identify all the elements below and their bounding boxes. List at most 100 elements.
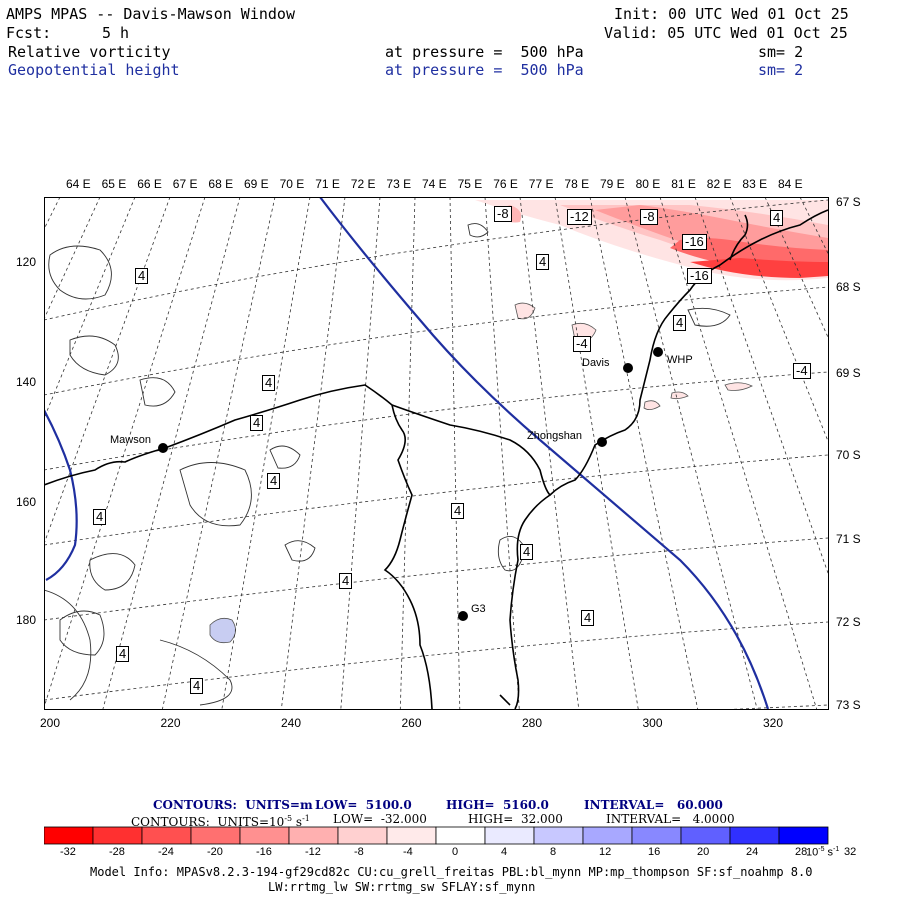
colorbar-tick-label: -20 bbox=[207, 846, 223, 858]
contour-label: -12 bbox=[567, 209, 592, 225]
colorbar-tick-label: -24 bbox=[158, 846, 174, 858]
longitude-label: 70 E bbox=[279, 177, 305, 191]
colorbar-segment bbox=[44, 826, 94, 845]
field2-pressure: at pressure = 500 hPa bbox=[385, 61, 584, 79]
contour-label: 4 bbox=[250, 415, 264, 431]
longitude-label: 64 E bbox=[66, 177, 91, 191]
y-tick-label: 120 bbox=[16, 255, 37, 269]
longitude-label: 65 E bbox=[101, 177, 127, 191]
contour-label: 4 bbox=[267, 473, 281, 489]
colorbar-segment bbox=[288, 826, 339, 845]
model-info-line2: LW:rrtmg_lw SW:rrtmg_sw SFLAY:sf_mynn bbox=[268, 880, 536, 894]
init-time: Init: 00 UTC Wed 01 Oct 25 bbox=[614, 5, 849, 23]
x-tick-label: 260 bbox=[401, 716, 422, 730]
colorbar-segment bbox=[386, 826, 437, 845]
longitude-label: 67 E bbox=[172, 177, 198, 191]
longitude-label: 78 E bbox=[564, 177, 590, 191]
colorbar-segment bbox=[778, 826, 829, 845]
contour-label: 4 bbox=[116, 646, 130, 662]
colorbar-tick-label: 20 bbox=[697, 846, 710, 858]
station-label-whp: WHP bbox=[667, 354, 693, 366]
coastline bbox=[44, 209, 828, 709]
forecast-label: Fcst: bbox=[6, 24, 52, 42]
geopotential-contour-units: CONTOURS: UNITS=m bbox=[153, 798, 313, 812]
colorbar-segment bbox=[141, 826, 192, 845]
station-marker-g3 bbox=[458, 611, 468, 621]
geopotential-contour-low: LOW= 5100.0 bbox=[315, 798, 412, 812]
map-title: AMPS MPAS -- Davis-Mawson Window bbox=[6, 5, 295, 23]
colorbar-segment bbox=[239, 826, 290, 845]
contour-label: 4 bbox=[520, 544, 534, 560]
station-label-zhongshan: Zhongshan bbox=[527, 430, 583, 442]
contour-label: -4 bbox=[573, 336, 591, 352]
latitude-label: 70 S bbox=[836, 448, 861, 462]
y-tick-label: 180 bbox=[16, 613, 37, 627]
field1-name: Relative vorticity bbox=[8, 43, 171, 61]
positive-vorticity-patch bbox=[209, 617, 236, 644]
latitude-label: 73 S bbox=[836, 698, 861, 712]
vorticity-contour-interval: INTERVAL= 4.0000 bbox=[606, 812, 735, 826]
latitude-label: 69 S bbox=[836, 366, 861, 380]
station-label-mawson: Mawson bbox=[110, 434, 151, 446]
forecast-hour: 5 h bbox=[102, 24, 130, 42]
colorbar-segment bbox=[435, 826, 486, 845]
colorbar-tick-label: -16 bbox=[256, 846, 272, 858]
field1-smoothing: sm= 2 bbox=[758, 43, 804, 61]
contour-label: 4 bbox=[262, 375, 276, 391]
longitude-label: 81 E bbox=[671, 177, 696, 191]
colorbar-segment bbox=[680, 826, 731, 845]
map-frame bbox=[44, 197, 829, 710]
contour-label: 4 bbox=[93, 509, 107, 525]
model-info-line1: Model Info: MPASv8.2.3-194-gf29cd82c CU:… bbox=[90, 865, 813, 879]
field1-pressure: at pressure = 500 hPa bbox=[385, 43, 584, 61]
colorbar-segment bbox=[631, 826, 682, 845]
x-tick-label: 300 bbox=[642, 716, 663, 730]
colorbar-tick-label: -4 bbox=[403, 846, 413, 858]
station-label-davis: Davis bbox=[582, 357, 610, 369]
longitude-label: 74 E bbox=[422, 177, 447, 191]
y-tick-label: 160 bbox=[16, 495, 37, 509]
contour-label: -8 bbox=[640, 209, 658, 225]
colorbar-segment bbox=[92, 826, 143, 845]
latitude-label: 72 S bbox=[836, 615, 861, 629]
colorbar-tick-label: -12 bbox=[305, 846, 321, 858]
station-marker-whp bbox=[653, 347, 663, 357]
colorbar-tick-label: 28 bbox=[795, 846, 808, 858]
x-tick-label: 240 bbox=[281, 716, 302, 730]
field2-smoothing: sm= 2 bbox=[758, 61, 804, 79]
geopotential-contours bbox=[44, 197, 770, 709]
latitude-label: 68 S bbox=[836, 280, 861, 294]
x-tick-label: 320 bbox=[763, 716, 784, 730]
valid-time: Valid: 05 UTC Wed 01 Oct 25 bbox=[604, 24, 848, 42]
colorbar bbox=[44, 826, 829, 845]
vorticity-contours bbox=[44, 223, 731, 706]
latitude-label: 71 S bbox=[836, 532, 861, 546]
longitude-label: 68 E bbox=[208, 177, 234, 191]
contour-label: -16 bbox=[687, 268, 712, 284]
longitude-label: 66 E bbox=[137, 177, 162, 191]
colorbar-tick-label: 16 bbox=[648, 846, 661, 858]
y-tick-label: 140 bbox=[16, 375, 37, 389]
longitude-label: 79 E bbox=[600, 177, 625, 191]
longitude-label: 73 E bbox=[386, 177, 412, 191]
colorbar-tick-label: 8 bbox=[550, 846, 557, 858]
longitude-label: 77 E bbox=[528, 177, 554, 191]
contour-label: 4 bbox=[135, 268, 149, 284]
contour-label: 4 bbox=[451, 503, 465, 519]
x-tick-label: 200 bbox=[40, 716, 61, 730]
colorbar-units: 10-5 s-1 bbox=[806, 846, 840, 859]
colorbar-segment bbox=[484, 826, 535, 845]
colorbar-tick-label: 4 bbox=[501, 846, 508, 858]
contour-label: 4 bbox=[581, 610, 595, 626]
contour-label: -8 bbox=[494, 206, 512, 222]
vorticity-contour-units: CONTOURS: UNITS=10-5 s-1 bbox=[131, 814, 310, 829]
contour-label: 4 bbox=[673, 315, 687, 331]
colorbar-tick-label: 32 bbox=[844, 846, 857, 858]
contour-label: 4 bbox=[190, 678, 204, 694]
colorbar-tick-label: -28 bbox=[109, 846, 125, 858]
geopotential-contour-interval: INTERVAL= 60.000 bbox=[584, 798, 723, 812]
colorbar-tick-label: -8 bbox=[354, 846, 364, 858]
contour-label: 4 bbox=[536, 254, 550, 270]
contour-label: -4 bbox=[793, 363, 811, 379]
geopotential-contour-high: HIGH= 5160.0 bbox=[446, 798, 549, 812]
